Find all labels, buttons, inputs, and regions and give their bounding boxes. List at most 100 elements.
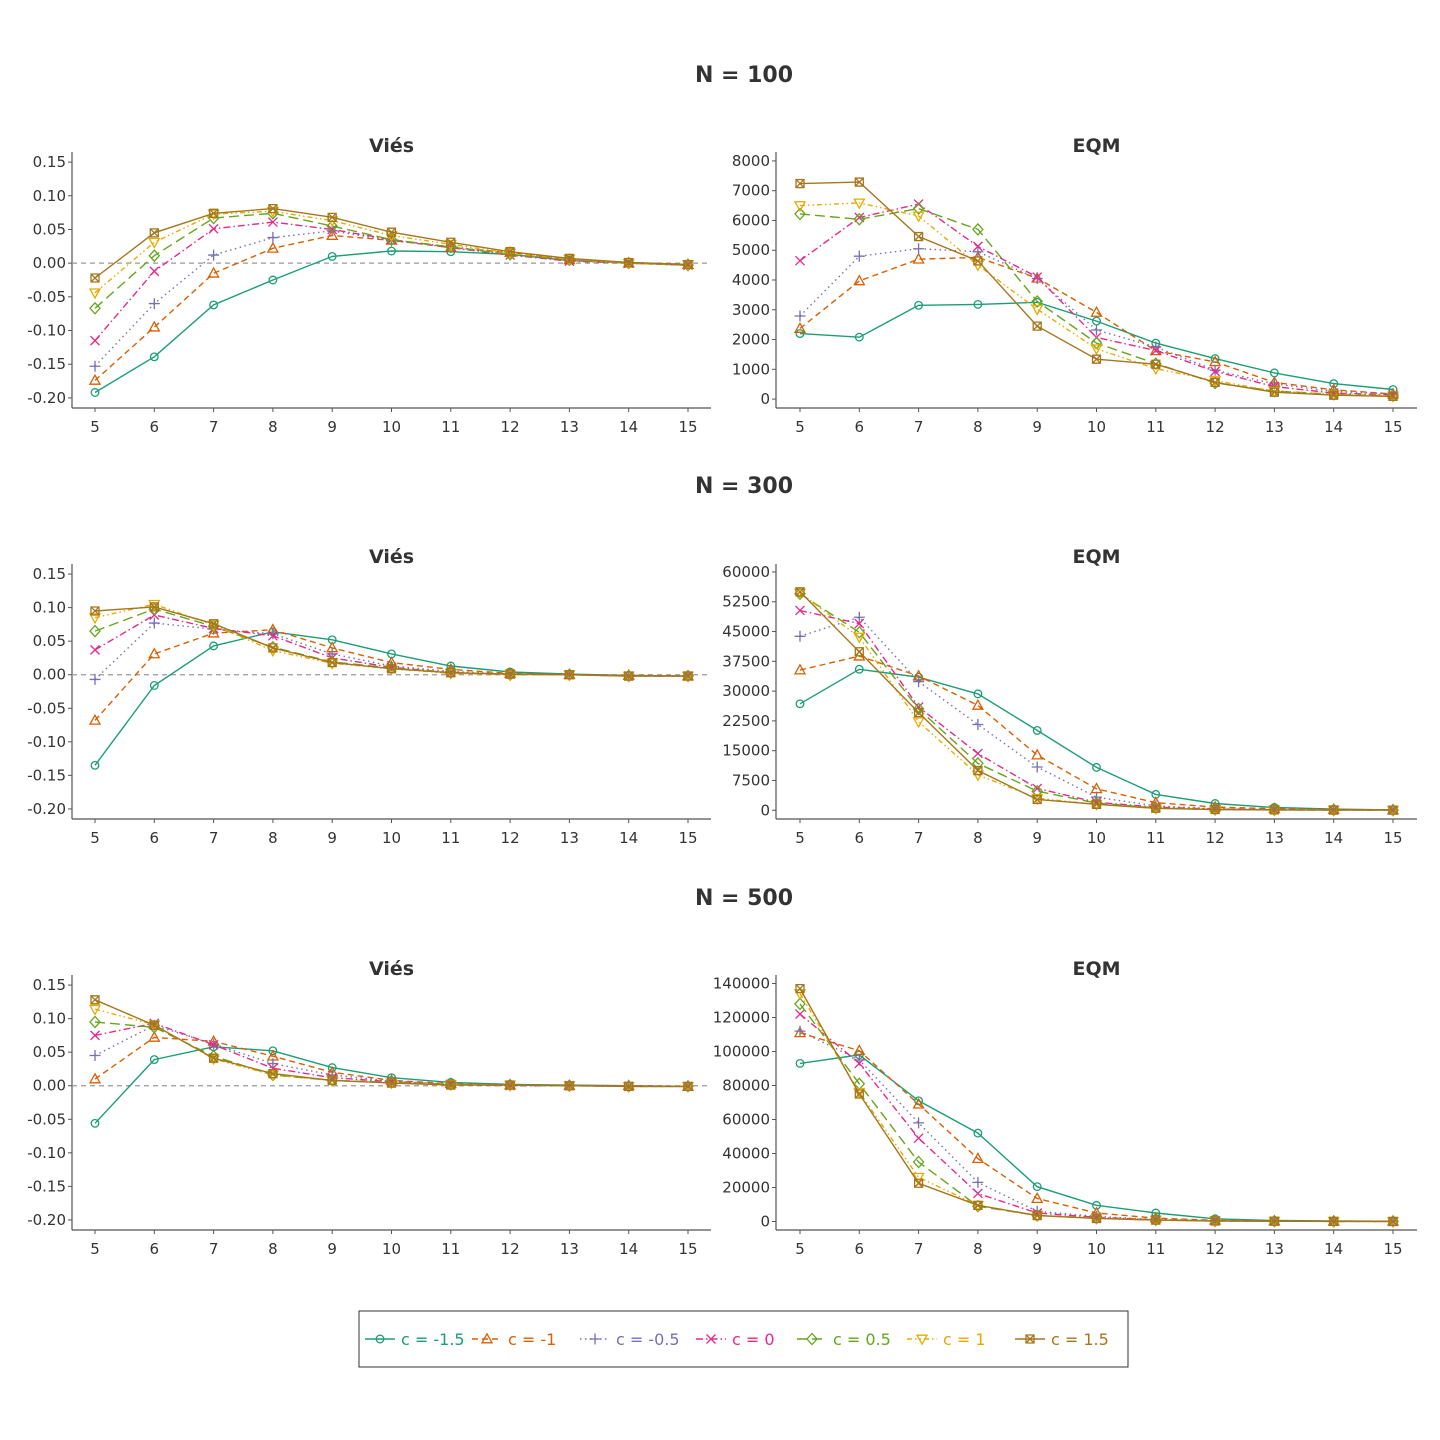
data-point	[88, 1072, 102, 1084]
y-tick-label: 0.15	[33, 976, 66, 994]
y-tick-label: 20000	[722, 1179, 770, 1197]
x-tick-label: 11	[441, 829, 460, 847]
data-point	[564, 1081, 575, 1091]
data-point	[88, 373, 102, 385]
y-tick-label: 3000	[732, 301, 770, 319]
data-point	[913, 243, 925, 255]
series-line	[799, 655, 1394, 811]
x-tick-label: 5	[90, 1240, 100, 1258]
data-point	[268, 1068, 278, 1079]
data-point	[149, 266, 160, 277]
x-tick-label: 5	[795, 829, 805, 847]
data-point	[1151, 359, 1161, 369]
panel-title: EQM	[1072, 135, 1120, 157]
data-point	[90, 995, 100, 1005]
data-point	[973, 1128, 983, 1138]
y-tick-label: 0.10	[33, 187, 66, 205]
data-point	[148, 647, 161, 659]
series-line	[799, 592, 1393, 811]
data-point	[972, 1176, 984, 1188]
data-point	[1031, 784, 1044, 798]
data-point	[912, 1172, 925, 1184]
data-point	[622, 258, 635, 270]
y-tick-label: 0	[760, 1213, 770, 1231]
y-tick-label: 8000	[732, 152, 770, 170]
data-point	[88, 713, 102, 725]
series-line	[799, 1030, 1394, 1223]
data-point	[854, 647, 864, 657]
series-line	[94, 631, 689, 766]
data-point	[268, 275, 278, 285]
data-point	[793, 321, 807, 333]
data-point	[912, 702, 925, 716]
x-tick-label: 9	[327, 1240, 337, 1258]
data-point	[89, 360, 101, 372]
data-point	[854, 177, 864, 187]
legend-label: c = -0.5	[616, 1330, 680, 1349]
legend-marker	[589, 1333, 601, 1345]
y-tick-label: 45000	[722, 623, 770, 641]
data-point	[268, 203, 278, 214]
legend-marker	[1025, 1334, 1035, 1344]
data-point	[1210, 1216, 1220, 1226]
y-tick-label: 4000	[732, 271, 770, 289]
data-point	[1329, 390, 1339, 400]
x-tick-label: 5	[795, 418, 805, 436]
x-tick-label: 8	[973, 829, 983, 847]
x-tick-label: 11	[1146, 829, 1165, 847]
series-line	[799, 1032, 1394, 1223]
x-tick-label: 9	[327, 418, 337, 436]
x-tick-label: 13	[1265, 829, 1284, 847]
series-line	[94, 250, 689, 394]
data-point	[1031, 273, 1043, 285]
data-point	[149, 228, 159, 238]
y-tick-label: 0.05	[33, 1043, 66, 1061]
data-point	[149, 681, 159, 690]
legend-label: c = 1.5	[1051, 1330, 1109, 1349]
data-point	[1031, 748, 1044, 760]
y-tick-label: -0.15	[27, 1177, 66, 1195]
data-point	[854, 212, 865, 223]
y-tick-label: 0.15	[33, 153, 66, 171]
data-point	[209, 300, 219, 310]
data-point	[794, 207, 806, 221]
data-point	[148, 249, 161, 263]
data-point	[854, 618, 865, 629]
x-tick-label: 10	[382, 829, 401, 847]
data-point	[1269, 387, 1280, 397]
x-tick-label: 12	[501, 1240, 520, 1258]
data-point	[446, 668, 456, 678]
data-point	[624, 671, 634, 681]
panel-vies: Viés 0.15 0.10 0.05 0.00 -0.05 -0.10 -0.15 -0.20…	[27, 546, 711, 847]
data-point	[853, 1044, 866, 1056]
data-point	[88, 288, 102, 300]
data-point	[267, 1058, 279, 1070]
data-point	[683, 1081, 693, 1092]
data-point	[624, 1081, 634, 1092]
data-point	[386, 664, 397, 674]
data-point	[1091, 354, 1102, 364]
y-tick-label: 0.15	[33, 565, 66, 583]
series-line	[799, 609, 1394, 811]
x-tick-label: 7	[209, 1240, 219, 1258]
data-point	[149, 602, 159, 612]
data-point	[913, 1133, 924, 1144]
data-point	[90, 335, 100, 346]
data-point	[89, 624, 101, 638]
data-point	[1329, 805, 1339, 815]
data-point	[912, 717, 925, 729]
data-point	[148, 617, 160, 629]
data-point	[1092, 762, 1101, 772]
data-point	[1031, 761, 1043, 773]
data-point	[1090, 344, 1103, 356]
data-point	[1032, 272, 1043, 282]
panel-title: Viés	[369, 546, 414, 568]
x-tick-label: 12	[1206, 418, 1225, 436]
y-tick-label: 100000	[713, 1043, 770, 1061]
data-point	[505, 669, 515, 679]
data-point	[149, 352, 159, 362]
y-tick-label: 60000	[722, 1111, 770, 1129]
x-tick-label: 9	[327, 829, 337, 847]
data-point	[88, 613, 102, 625]
data-point	[207, 626, 220, 638]
